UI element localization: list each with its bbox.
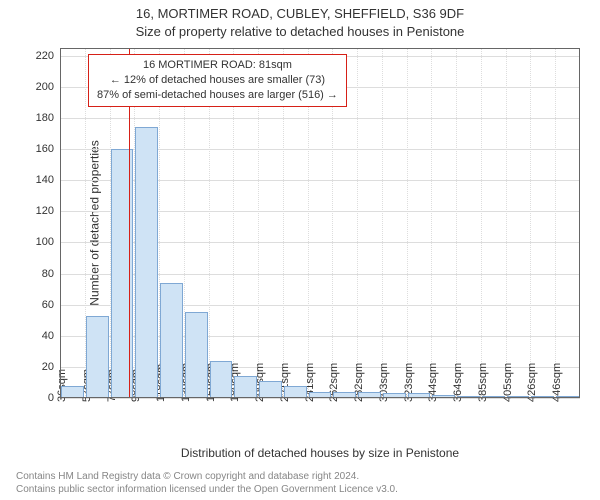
gridline-v bbox=[382, 48, 383, 398]
gridline-v bbox=[60, 48, 61, 398]
y-tick-label: 20 bbox=[42, 361, 54, 373]
y-tick-label: 80 bbox=[42, 268, 54, 280]
chart-subtitle: Size of property relative to detached ho… bbox=[0, 24, 600, 39]
gridline-v bbox=[530, 48, 531, 398]
x-axis-label: Distribution of detached houses by size … bbox=[60, 446, 580, 460]
gridline-v bbox=[456, 48, 457, 398]
histogram-bar bbox=[185, 312, 208, 398]
caption-line-1: 16 MORTIMER ROAD: 81sqm bbox=[97, 58, 338, 73]
footer-attribution: Contains HM Land Registry data © Crown c… bbox=[16, 471, 592, 496]
y-tick-label: 120 bbox=[36, 205, 54, 217]
chart-root: 16, MORTIMER ROAD, CUBLEY, SHEFFIELD, S3… bbox=[0, 0, 600, 500]
histogram-bar bbox=[259, 381, 282, 398]
y-tick-label: 0 bbox=[48, 392, 54, 404]
histogram-bar bbox=[556, 396, 579, 398]
y-tick-label: 60 bbox=[42, 299, 54, 311]
histogram-bar bbox=[234, 376, 257, 398]
histogram-bar bbox=[309, 392, 332, 398]
histogram-bar bbox=[210, 361, 233, 398]
caption-line-2: ← 12% of detached houses are smaller (73… bbox=[97, 73, 338, 88]
histogram-bar bbox=[457, 396, 480, 398]
histogram-bar bbox=[284, 386, 307, 398]
histogram-bar bbox=[383, 393, 406, 398]
gridline-v bbox=[506, 48, 507, 398]
histogram-bar bbox=[408, 393, 431, 398]
histogram-bar bbox=[507, 396, 530, 398]
chart-title-address: 16, MORTIMER ROAD, CUBLEY, SHEFFIELD, S3… bbox=[0, 6, 600, 21]
caption-box: 16 MORTIMER ROAD: 81sqm ← 12% of detache… bbox=[88, 54, 347, 107]
histogram-bar bbox=[531, 396, 554, 398]
histogram-bar bbox=[86, 316, 109, 398]
footer-line-2: Contains public sector information licen… bbox=[16, 484, 592, 497]
gridline-v bbox=[407, 48, 408, 398]
y-tick-label: 180 bbox=[36, 112, 54, 124]
gridline-h bbox=[60, 118, 580, 119]
footer-line-1: Contains HM Land Registry data © Crown c… bbox=[16, 471, 592, 484]
histogram-bar bbox=[358, 392, 381, 398]
gridline-v bbox=[431, 48, 432, 398]
histogram-bar bbox=[333, 392, 356, 398]
histogram-bar bbox=[61, 386, 84, 398]
plot-area: 02040608010012014016018020022036sqm57sqm… bbox=[60, 48, 580, 398]
histogram-bar bbox=[482, 396, 505, 398]
y-tick-label: 220 bbox=[36, 50, 54, 62]
histogram-bar bbox=[135, 127, 158, 398]
gridline-v bbox=[481, 48, 482, 398]
y-tick-label: 160 bbox=[36, 143, 54, 155]
gridline-v bbox=[357, 48, 358, 398]
y-tick-label: 140 bbox=[36, 174, 54, 186]
gridline-v bbox=[555, 48, 556, 398]
y-tick-label: 40 bbox=[42, 330, 54, 342]
y-tick-label: 100 bbox=[36, 236, 54, 248]
histogram-bar bbox=[160, 283, 183, 398]
y-tick-label: 200 bbox=[36, 81, 54, 93]
histogram-bar bbox=[432, 395, 455, 398]
caption-line-3: 87% of semi-detached houses are larger (… bbox=[97, 88, 338, 103]
